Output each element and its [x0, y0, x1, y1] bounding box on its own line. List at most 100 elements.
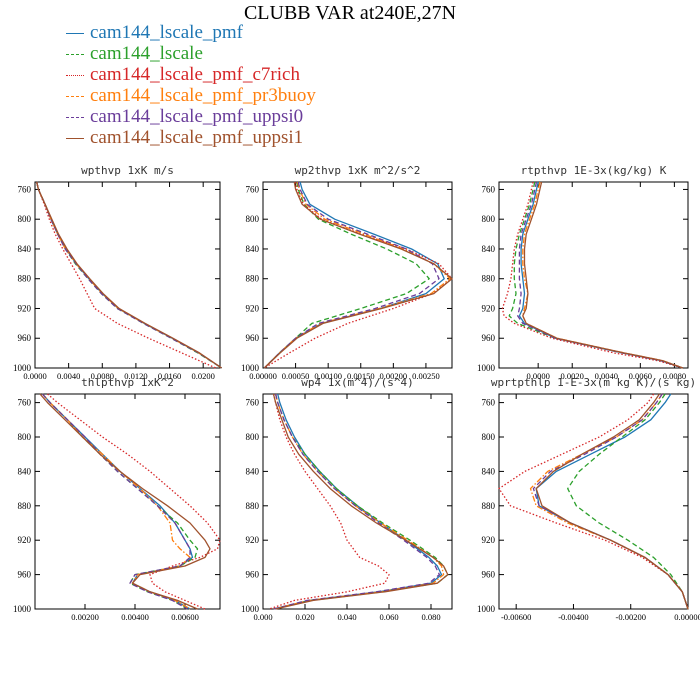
figure-title: CLUBB VAR at240E,27N — [243, 2, 457, 24]
y-tick-label: 800 — [18, 432, 32, 442]
x-tick-label: 0.040 — [337, 612, 356, 622]
series-line — [567, 393, 689, 610]
legend-swatch — [66, 75, 84, 76]
y-tick-label: 800 — [246, 432, 260, 442]
series-line — [273, 393, 445, 610]
y-tick-label: 920 — [18, 303, 32, 313]
series-line — [263, 181, 445, 369]
x-tick-label: 0.0080 — [663, 371, 686, 381]
legend-item: cam144_lscale_pmf_uppsi0 — [66, 106, 396, 127]
series-line — [42, 393, 191, 610]
panel-frame — [34, 181, 221, 369]
series-line — [36, 181, 223, 369]
panel-frame — [34, 393, 221, 610]
series-line — [263, 181, 440, 369]
series-line — [273, 393, 441, 610]
x-tick-label: 0.00150 — [347, 371, 375, 381]
series-line — [42, 393, 194, 610]
y-tick-label: 880 — [482, 501, 496, 511]
series-line — [529, 393, 689, 610]
panel-title: wp2thvp 1xK m^2/s^2 — [295, 164, 421, 177]
legend-item: cam144_lscale_pmf_c7rich — [66, 64, 396, 85]
y-tick-label: 1000 — [241, 604, 260, 614]
series-line — [263, 181, 430, 369]
x-tick-label: 0.00250 — [412, 371, 440, 381]
series-line — [522, 181, 684, 369]
y-tick-label: 920 — [246, 535, 260, 545]
panel-frame — [262, 181, 453, 369]
x-tick-label: 0.0020 — [561, 371, 584, 381]
series-line — [36, 181, 223, 369]
y-tick-label: 800 — [246, 214, 260, 224]
y-tick-label: 840 — [246, 244, 260, 254]
legend-swatch — [66, 96, 84, 97]
panel-title: wp4 1x(m^4)/(s^4) — [301, 376, 414, 389]
y-tick-label: 960 — [18, 570, 32, 580]
legend-swatch — [66, 54, 84, 55]
legend-item: cam144_lscale_pmf_pr3buoy — [66, 85, 396, 106]
x-tick-label: 0.00600 — [171, 612, 199, 622]
series-line — [263, 181, 453, 369]
y-tick-label: 920 — [246, 303, 260, 313]
y-tick-label: 920 — [482, 535, 496, 545]
series-line — [273, 393, 443, 610]
x-tick-label: 0.0160 — [158, 371, 181, 381]
series-line — [273, 393, 449, 610]
legend-swatch — [66, 138, 84, 139]
legend-label: cam144_lscale_pmf_uppsi0 — [90, 106, 304, 127]
y-tick-label: 840 — [18, 466, 32, 476]
panel-frame — [498, 181, 689, 369]
series-line — [47, 393, 221, 610]
y-tick-label: 760 — [18, 398, 32, 408]
panel-title: thlpthvp 1xK^2 — [81, 376, 174, 389]
x-tick-label: 0.0040 — [595, 371, 618, 381]
panel-title: wpthvp 1xK m/s — [81, 164, 174, 177]
series-line — [535, 393, 689, 610]
y-tick-label: 760 — [482, 184, 496, 194]
y-tick-label: 960 — [482, 570, 496, 580]
x-tick-label: 0.00050 — [282, 371, 310, 381]
y-tick-label: 800 — [18, 214, 32, 224]
x-tick-label: -0.00400 — [558, 612, 588, 622]
y-tick-label: 760 — [18, 184, 32, 194]
legend-item: cam144_lscale_pmf — [66, 22, 396, 43]
y-tick-label: 1000 — [241, 363, 260, 373]
x-tick-label: 0.080 — [421, 612, 440, 622]
y-tick-label: 840 — [18, 244, 32, 254]
x-tick-label: 0.00400 — [121, 612, 149, 622]
x-tick-label: 0.00200 — [380, 371, 408, 381]
legend-swatch — [66, 117, 84, 118]
x-tick-label: 0.020 — [295, 612, 314, 622]
panel-title: wprtpthlp 1-E-3x(m kg K)/(s kg) — [491, 376, 696, 389]
x-tick-label: 0.00000 — [674, 612, 700, 622]
series-line — [517, 181, 684, 369]
x-tick-label: 0.0120 — [124, 371, 147, 381]
y-tick-label: 880 — [482, 274, 496, 284]
series-line — [532, 393, 689, 610]
y-tick-label: 920 — [482, 303, 496, 313]
legend-swatch — [66, 33, 84, 34]
y-tick-label: 880 — [246, 274, 260, 284]
series-line — [272, 393, 449, 610]
y-tick-label: 760 — [482, 398, 496, 408]
legend-label: cam144_lscale — [90, 43, 203, 64]
x-tick-label: 0.0200 — [191, 371, 214, 381]
y-tick-label: 760 — [246, 184, 260, 194]
x-tick-label: 0.0060 — [629, 371, 652, 381]
panel-title: rtpthvp 1E-3x(kg/kg) K — [521, 164, 667, 177]
x-tick-label: -0.00600 — [501, 612, 531, 622]
x-tick-label: 0.000 — [253, 612, 272, 622]
legend: cam144_lscale_pmf cam144_lscale cam144_l… — [66, 22, 396, 148]
series-line — [522, 181, 684, 369]
x-tick-label: 0.00200 — [71, 612, 99, 622]
y-tick-label: 1000 — [13, 363, 32, 373]
series-line — [518, 181, 684, 369]
y-tick-label: 960 — [246, 570, 260, 580]
y-tick-label: 1000 — [477, 363, 496, 373]
legend-item: cam144_lscale — [66, 43, 396, 64]
series-line — [263, 181, 453, 369]
legend-label: cam144_lscale_pmf_pr3buoy — [90, 85, 316, 106]
y-tick-label: 800 — [482, 214, 496, 224]
legend-item: cam144_lscale_pmf_uppsi1 — [66, 127, 396, 148]
y-tick-label: 1000 — [13, 604, 32, 614]
